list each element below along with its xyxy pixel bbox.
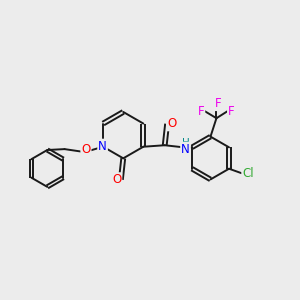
Text: F: F: [215, 97, 221, 110]
Text: F: F: [198, 105, 204, 118]
Text: Cl: Cl: [242, 167, 254, 180]
Text: O: O: [167, 117, 176, 130]
Text: N: N: [181, 142, 190, 156]
Text: O: O: [112, 173, 121, 186]
Text: N: N: [98, 140, 107, 153]
Text: O: O: [81, 143, 91, 156]
Text: F: F: [228, 105, 235, 118]
Text: H: H: [182, 139, 189, 148]
